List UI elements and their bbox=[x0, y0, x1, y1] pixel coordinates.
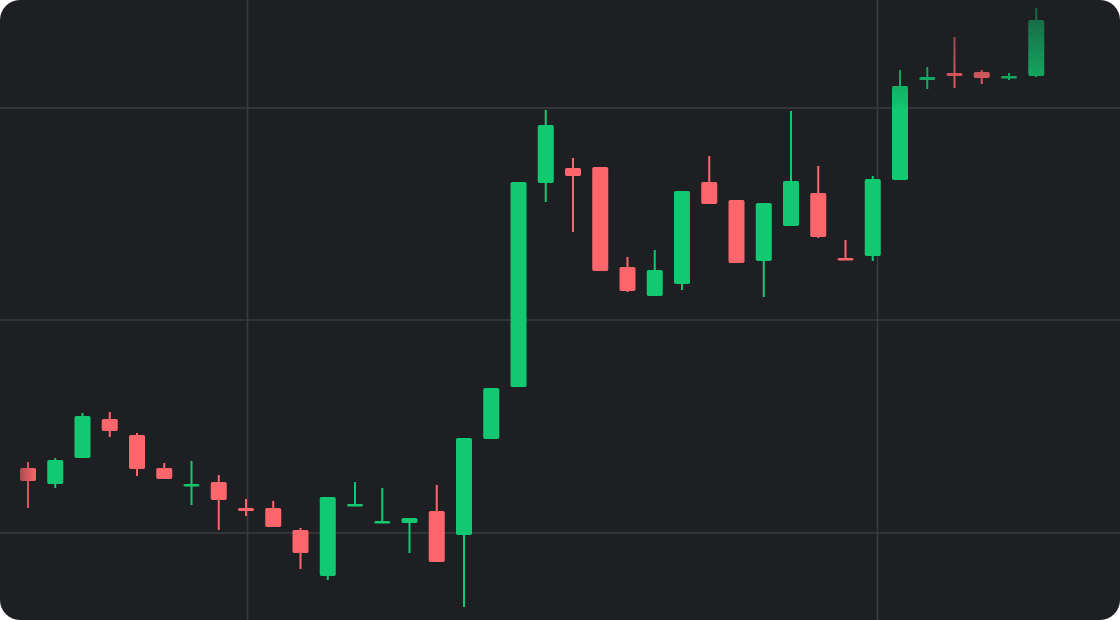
candle-body bbox=[837, 258, 854, 261]
candle-body bbox=[646, 270, 663, 296]
candle-body bbox=[374, 521, 391, 524]
candle-body bbox=[864, 179, 881, 256]
candle-body bbox=[565, 168, 581, 176]
candle-body bbox=[347, 504, 363, 507]
candle-body bbox=[1001, 76, 1017, 79]
candle-body bbox=[238, 508, 254, 511]
candle-body bbox=[183, 484, 200, 487]
candle-body bbox=[701, 182, 718, 204]
candle-body bbox=[973, 72, 990, 78]
candle-body bbox=[592, 167, 609, 271]
candle-body bbox=[292, 530, 309, 553]
candle-body bbox=[319, 497, 336, 576]
candle-body bbox=[810, 193, 827, 237]
candle-body bbox=[1028, 20, 1045, 76]
candle-body bbox=[674, 191, 690, 284]
candle-body bbox=[20, 468, 36, 481]
candle-body bbox=[510, 182, 527, 387]
candle-body bbox=[619, 267, 636, 291]
candle-body bbox=[537, 125, 554, 183]
grid bbox=[0, 107, 1120, 534]
candle-body bbox=[401, 518, 418, 523]
candle-body bbox=[47, 460, 64, 484]
candle-body bbox=[156, 468, 173, 479]
candle-body bbox=[428, 511, 445, 562]
candle-body bbox=[210, 482, 227, 500]
candle-body bbox=[483, 388, 500, 439]
candle-body bbox=[74, 416, 91, 458]
candle-body bbox=[101, 419, 118, 431]
candle-body bbox=[728, 200, 745, 263]
candle-body bbox=[129, 435, 145, 469]
candle-body bbox=[265, 508, 282, 527]
candle-body bbox=[919, 77, 936, 80]
candles bbox=[20, 8, 1045, 607]
candle-body bbox=[755, 203, 772, 261]
candle-body bbox=[456, 438, 472, 535]
candle-body bbox=[783, 181, 799, 226]
candle-body bbox=[946, 73, 963, 76]
candle-body bbox=[892, 86, 908, 180]
